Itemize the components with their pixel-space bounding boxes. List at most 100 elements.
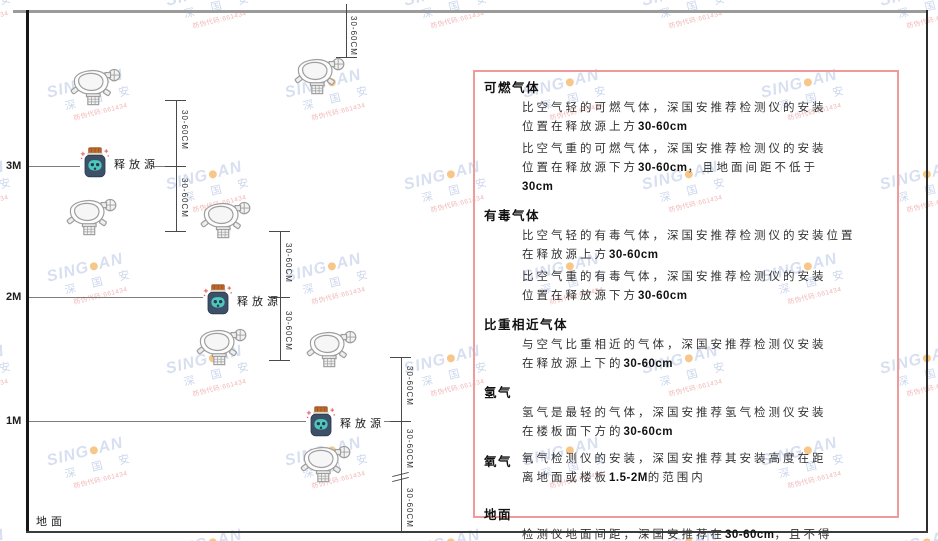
section-paragraph: 比空气轻的有毒气体，深国安推荐检测仪的安装位置 在释放源上方30-60cm xyxy=(522,227,885,265)
gas-detector xyxy=(294,55,346,95)
ground-line xyxy=(26,531,928,533)
code-watermark-text: 防伪代码:661434 xyxy=(0,194,10,215)
release-source-2m: 释放源 xyxy=(203,284,278,321)
paragraph-line: 30cm xyxy=(522,181,554,193)
paragraph-line: 检测仪地面间距，深国安推荐在30-60cm，且不得 xyxy=(522,529,833,541)
section-heading: 比重相近气体 xyxy=(484,318,569,332)
level-connector-1m xyxy=(384,421,392,422)
panel-section-1: 可燃气体比空气轻的可燃气体，深国安推荐检测仪的安装 位置在释放源上方30-60cm… xyxy=(484,77,885,197)
level-line-2m xyxy=(29,297,203,298)
brand-dot-icon xyxy=(89,261,99,272)
release-source-icon xyxy=(306,406,335,437)
paragraph-line: 位置在释放源下方30-60cm xyxy=(522,290,688,302)
section-paragraph: 比空气重的可燃气体，深国安推荐检测仪的安装 位置在释放源下方30-60cm，且地面… xyxy=(522,140,885,197)
info-panel-body: 可燃气体比空气轻的可燃气体，深国安推荐检测仪的安装 位置在释放源上方30-60cm… xyxy=(484,77,885,541)
panel-section-4: 氢气 氢气是最轻的气体，深国安推荐氢气检测仪安装 在楼板面下方的30-60cm xyxy=(484,382,885,442)
right-border-line xyxy=(926,10,928,532)
brand-dot-icon xyxy=(208,169,218,180)
dimension-line-2m: 30-60CM 30-60CM xyxy=(269,231,293,361)
gas-detector-icon xyxy=(200,201,251,239)
release-source-icon xyxy=(80,147,109,178)
section-paragraph: 与空气比重相近的气体，深国安推荐检测仪安装 在释放源上下的30-60cm xyxy=(522,336,885,374)
brand-dot-icon xyxy=(208,537,218,541)
dimension-label: 30-60CM xyxy=(180,110,189,150)
brand-dot-icon xyxy=(89,445,99,456)
brand-dot-icon xyxy=(446,169,456,180)
release-source-3m: 释放源 xyxy=(80,147,155,184)
sparkle-marks xyxy=(80,149,109,160)
panel-section-6: 地面检测仪地面间距，深国安推荐在30-60cm，且不得小于30cm，因为过低容易… xyxy=(484,504,885,541)
section-heading: 地面 xyxy=(484,508,513,522)
height-label-1m: 1M xyxy=(6,415,22,427)
brand-dot-icon xyxy=(446,353,456,364)
paragraph-line: 位置在释放源上方30-60cm xyxy=(522,121,688,133)
release-source-icon xyxy=(203,284,232,315)
panel-section-3: 比重相近气体与空气比重相近的气体，深国安推荐检测仪安装 在释放源上下的30-60c… xyxy=(484,314,885,374)
code-watermark-text: 防伪代码:661434 xyxy=(0,10,10,31)
dimension-label: 30-60CM xyxy=(349,16,358,56)
section-paragraph: 比空气重的有毒气体，深国安推荐检测仪的安装 位置在释放源下方30-60cm xyxy=(522,268,885,306)
paragraph-line: 与空气比重相近的气体，深国安推荐检测仪安装 xyxy=(522,339,827,351)
gas-detector-icon xyxy=(306,330,357,368)
brand-dot-icon xyxy=(446,537,456,541)
gas-detector xyxy=(306,328,358,368)
level-line-1m xyxy=(29,421,306,422)
gas-detector-icon xyxy=(196,328,247,366)
paragraph-line: 比空气重的有毒气体，深国安推荐检测仪的安装 xyxy=(522,271,827,283)
section-heading: 氢气 xyxy=(484,386,513,400)
height-label-3m: 3M xyxy=(6,160,22,172)
dimension-label: 30-60CM xyxy=(405,488,414,528)
section-heading: 可燃气体 xyxy=(484,81,541,95)
paragraph-line: 在释放源上下的30-60cm xyxy=(522,358,674,370)
brand-dot-icon xyxy=(327,261,337,272)
section-paragraph: 氢气是最轻的气体，深国安推荐氢气检测仪安装 在楼板面下方的30-60cm xyxy=(522,404,885,442)
brand-dot-icon xyxy=(922,537,932,541)
level-connector-3m xyxy=(152,166,167,167)
ground-label: 地面 xyxy=(36,516,66,528)
dimension-label: 30-60CM xyxy=(405,429,414,469)
release-source-label: 释放源 xyxy=(237,296,282,308)
panel-section-5: 氧气 氧气检测仪的安装，深国安推荐其安装高度在距 离地面或楼板1.5-2M的范围内 xyxy=(484,450,885,488)
gas-detector xyxy=(66,196,118,236)
gas-detector xyxy=(196,326,248,366)
dimension-label: 30-60CM xyxy=(180,178,189,218)
sparkle-marks xyxy=(203,286,232,297)
dimension-label: 30-60CM xyxy=(284,311,293,351)
paragraph-line: 氢气是最轻的气体，深国安推荐氢气检测仪安装 xyxy=(522,407,827,419)
gas-detector-icon xyxy=(294,57,345,95)
section-paragraph: 检测仪地面间距，深国安推荐在30-60cm，且不得小于30cm，因为过低容易水溅… xyxy=(522,526,885,541)
level-line-3m xyxy=(29,166,80,167)
gas-detector-icon xyxy=(70,68,121,106)
paragraph-line: 在楼板面下方的30-60cm xyxy=(522,426,674,438)
release-source-1m: 释放源 xyxy=(306,406,381,443)
dimension-label: 30-60CM xyxy=(284,243,293,283)
paragraph-line: 比空气轻的有毒气体，深国安推荐检测仪的安装位置 xyxy=(522,230,856,242)
info-panel: 可燃气体比空气轻的可燃气体，深国安推荐检测仪的安装 位置在释放源上方30-60cm… xyxy=(473,70,899,541)
gas-detector xyxy=(300,443,352,483)
code-watermark-text: 防伪代码:661434 xyxy=(0,378,10,399)
release-source-label: 释放源 xyxy=(114,159,159,171)
paragraph-line: 比空气轻的可燃气体，深国安推荐检测仪的安装 xyxy=(522,102,827,114)
paragraph-line: 位置在释放源下方30-60cm，且地面间距不低于 xyxy=(522,162,819,174)
section-paragraph: 氧气检测仪的安装，深国安推荐其安装高度在距 离地面或楼板1.5-2M的范围内 xyxy=(522,450,885,488)
paragraph-line: 氧气检测仪的安装，深国安推荐其安装高度在距 xyxy=(522,453,827,465)
section-heading: 有毒气体 xyxy=(484,209,541,223)
wall-axis-line xyxy=(26,10,29,533)
paragraph-line: 离地面或楼板1.5-2M的范围内 xyxy=(522,472,706,484)
gas-detector-icon xyxy=(66,198,117,236)
dimension-line-3m: 30-60CM 30-60CM xyxy=(165,100,189,232)
gas-detector-icon xyxy=(300,445,351,483)
height-label-2m: 2M xyxy=(6,291,22,303)
